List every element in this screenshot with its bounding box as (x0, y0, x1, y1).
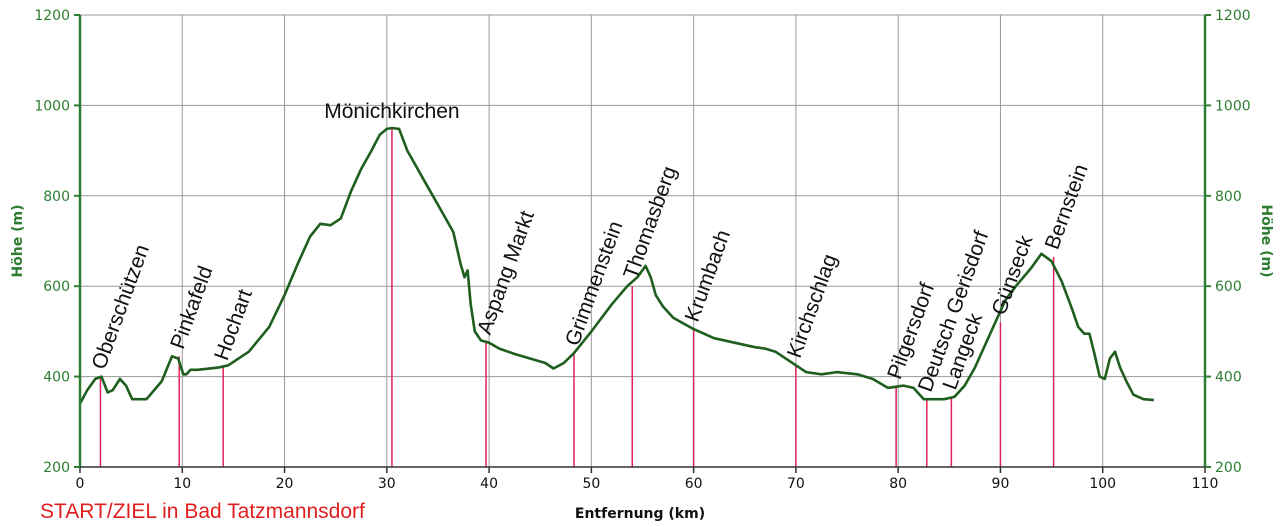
y-tick-label-left: 600 (43, 279, 70, 295)
place-label: Krumbach (681, 227, 735, 325)
place-label: Aspang Markt (473, 208, 539, 338)
elevation-profile-line (78, 126, 1155, 405)
y-axis-label-left: Höhe (m) (10, 204, 26, 277)
x-tick-label: 80 (889, 476, 907, 492)
x-tick-label: 70 (787, 476, 805, 492)
place-label: Pinkafeld (166, 263, 217, 352)
place-label: Günseck (988, 232, 1038, 318)
y-tick-label-right: 200 (1215, 460, 1242, 476)
y-tick-label-right: 400 (1215, 370, 1242, 386)
y-tick-label-right: 600 (1215, 279, 1242, 295)
x-tick-label: 100 (1089, 476, 1116, 492)
grid-lines (80, 14, 1205, 467)
x-tick-label: 0 (76, 476, 85, 492)
place-label: Mönichkirchen (324, 100, 459, 123)
x-tick-label: 90 (992, 476, 1010, 492)
x-tick-label: 60 (685, 476, 703, 492)
place-markers (99, 128, 1055, 467)
y-tick-label-left: 400 (43, 370, 70, 386)
place-labels: Oberschützen PinkafeldHochartMönichkirche… (88, 100, 1093, 395)
y-axis-label-right: Höhe (m) (1258, 204, 1274, 277)
x-tick-label: 30 (378, 476, 396, 492)
y-tick-label-left: 1000 (34, 98, 70, 114)
place-label: Kirchschlag (783, 251, 842, 361)
y-tick-label-left: 1200 (34, 8, 70, 24)
place-label: Thomasberg (619, 163, 681, 282)
y-tick-label-right: 1000 (1215, 98, 1251, 114)
x-tick-label: 110 (1192, 476, 1219, 492)
x-tick-label: 20 (276, 476, 294, 492)
x-tick-label: 40 (480, 476, 498, 492)
y-tick-label-left: 800 (43, 189, 70, 205)
x-tick-label: 10 (173, 476, 191, 492)
place-label: Oberschützen (88, 242, 154, 373)
y-tick-label-right: 800 (1215, 189, 1242, 205)
y-tick-label-right: 1200 (1215, 8, 1251, 24)
start-finish-label: START/ZIEL in Bad Tatzmannsdorf (40, 500, 365, 523)
x-tick-label: 50 (582, 476, 600, 492)
y-tick-label-left: 200 (43, 460, 70, 476)
x-axis-label: Entfernung (km) (575, 506, 705, 522)
place-label: Bernstein (1041, 161, 1093, 252)
